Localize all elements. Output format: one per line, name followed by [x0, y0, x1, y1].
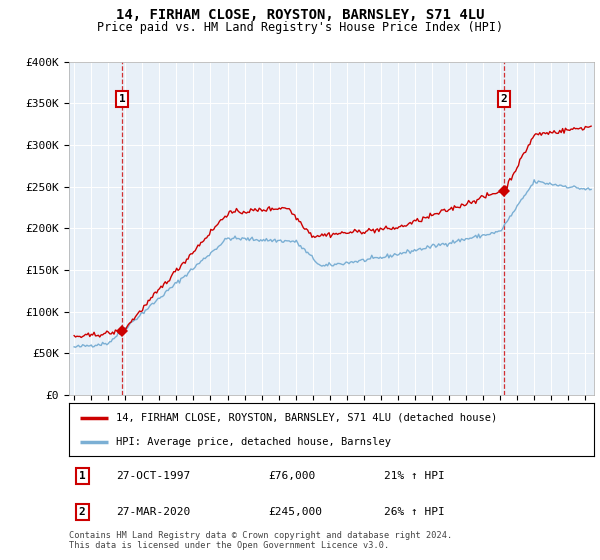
- Text: 21% ↑ HPI: 21% ↑ HPI: [384, 471, 445, 481]
- Text: 1: 1: [79, 471, 86, 481]
- Text: Contains HM Land Registry data © Crown copyright and database right 2024.
This d: Contains HM Land Registry data © Crown c…: [69, 531, 452, 550]
- Text: HPI: Average price, detached house, Barnsley: HPI: Average price, detached house, Barn…: [116, 437, 391, 447]
- Text: 26% ↑ HPI: 26% ↑ HPI: [384, 507, 445, 517]
- Text: 27-OCT-1997: 27-OCT-1997: [116, 471, 191, 481]
- Text: £76,000: £76,000: [269, 471, 316, 481]
- Text: £245,000: £245,000: [269, 507, 323, 517]
- Text: 2: 2: [79, 507, 86, 517]
- Text: 14, FIRHAM CLOSE, ROYSTON, BARNSLEY, S71 4LU: 14, FIRHAM CLOSE, ROYSTON, BARNSLEY, S71…: [116, 8, 484, 22]
- Text: 2: 2: [501, 94, 508, 104]
- Text: 27-MAR-2020: 27-MAR-2020: [116, 507, 191, 517]
- Text: 14, FIRHAM CLOSE, ROYSTON, BARNSLEY, S71 4LU (detached house): 14, FIRHAM CLOSE, ROYSTON, BARNSLEY, S71…: [116, 413, 497, 423]
- Text: Price paid vs. HM Land Registry's House Price Index (HPI): Price paid vs. HM Land Registry's House …: [97, 21, 503, 34]
- Text: 1: 1: [119, 94, 125, 104]
